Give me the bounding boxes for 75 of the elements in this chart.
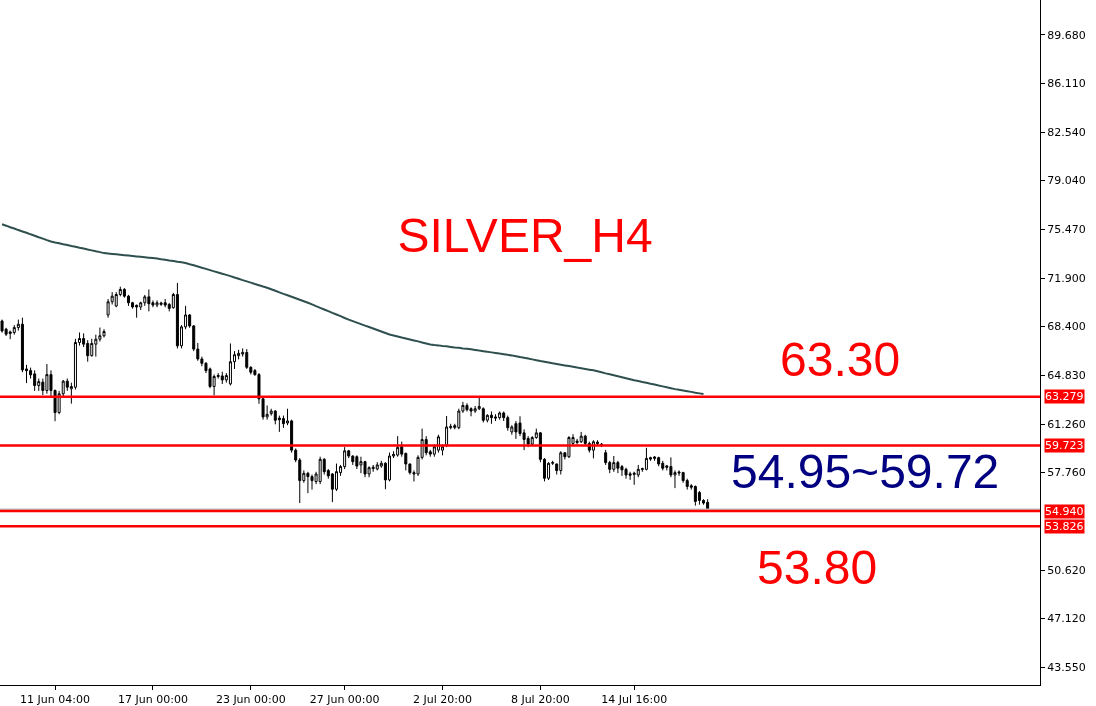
candlestick [0,319,4,334]
candlestick [147,288,151,312]
x-tick-label: 8 Jul 20:00 [510,693,570,706]
candlestick [310,474,314,491]
y-tick-label: 75.470 [1047,223,1086,237]
y-tick-label: 86.110 [1047,77,1086,91]
candlestick [489,410,493,425]
candlestick [661,460,665,471]
y-tick-label: 57.760 [1047,466,1086,480]
y-tick-label: 50.620 [1047,564,1086,578]
candlestick [90,338,94,358]
candlestick [624,467,628,480]
candlestick [12,324,16,336]
candlestick [245,348,249,370]
candlestick [155,299,159,308]
candlestick [653,455,657,462]
ref-line-label: 59.723 [1045,439,1084,452]
x-tick-label: 17 Jun 00:00 [117,693,188,706]
annotation: 63.30 [780,333,901,386]
x-tick-label: 23 Jun 00:00 [215,693,286,706]
candlestick [494,413,498,422]
candlestick [657,456,661,467]
candlestick [396,435,400,458]
candlestick [371,464,375,473]
candlestick [363,460,367,478]
candlestick [114,291,118,308]
y-tick-label: 43.550 [1047,661,1086,675]
candlestick [163,298,167,308]
candlestick [644,447,648,471]
candlestick [102,328,106,338]
x-tick-label: 11 Jun 04:00 [20,693,91,706]
candlestick [612,455,616,473]
ref-line-label: 53.826 [1045,520,1084,533]
candlestick [375,461,379,471]
candlestick [220,371,224,385]
candlestick [45,363,49,395]
ref-line-label: 54.940 [1045,505,1084,518]
candlestick [351,454,355,466]
annotation: 54.95~59.72 [731,445,1000,498]
candlestick [465,402,469,412]
y-tick-label: 89.680 [1047,28,1086,42]
candlestick [697,490,701,506]
y-tick-label: 82.540 [1047,126,1086,140]
candlestick [514,420,518,440]
candlestick [359,456,363,474]
candlestick [306,471,310,494]
annotation: 53.80 [757,541,878,594]
candlestick [616,460,620,474]
candlestick [135,304,139,319]
candlestick [628,471,632,481]
y-tick-label: 61.260 [1047,418,1086,432]
y-tick-label: 79.040 [1047,174,1086,188]
candlestick [559,450,563,476]
candlestick [367,465,371,478]
x-tick-label: 27 Jun 00:00 [309,693,380,706]
y-tick-label: 64.830 [1047,369,1086,383]
candlestick [175,282,179,349]
x-tick-label: 14 Jul 16:00 [601,693,668,706]
candlestick [693,485,697,507]
candlestick [318,456,322,485]
candlestick [579,431,583,444]
candlestick [159,301,163,307]
y-tick-label: 47.120 [1047,612,1086,626]
candlestick [498,410,502,421]
candlestick [506,415,510,432]
candlestick [228,342,232,386]
ref-line-label: 63.279 [1045,390,1084,403]
candlestick [620,464,624,477]
y-tick-label: 68.400 [1047,320,1086,334]
y-tick-label: 71.900 [1047,272,1086,286]
candlestick [355,454,359,470]
x-tick-label: 2 Jul 20:00 [413,693,472,706]
candlestick [33,369,37,392]
candlestick [547,461,551,481]
text: SILVER_H4 [397,208,653,262]
